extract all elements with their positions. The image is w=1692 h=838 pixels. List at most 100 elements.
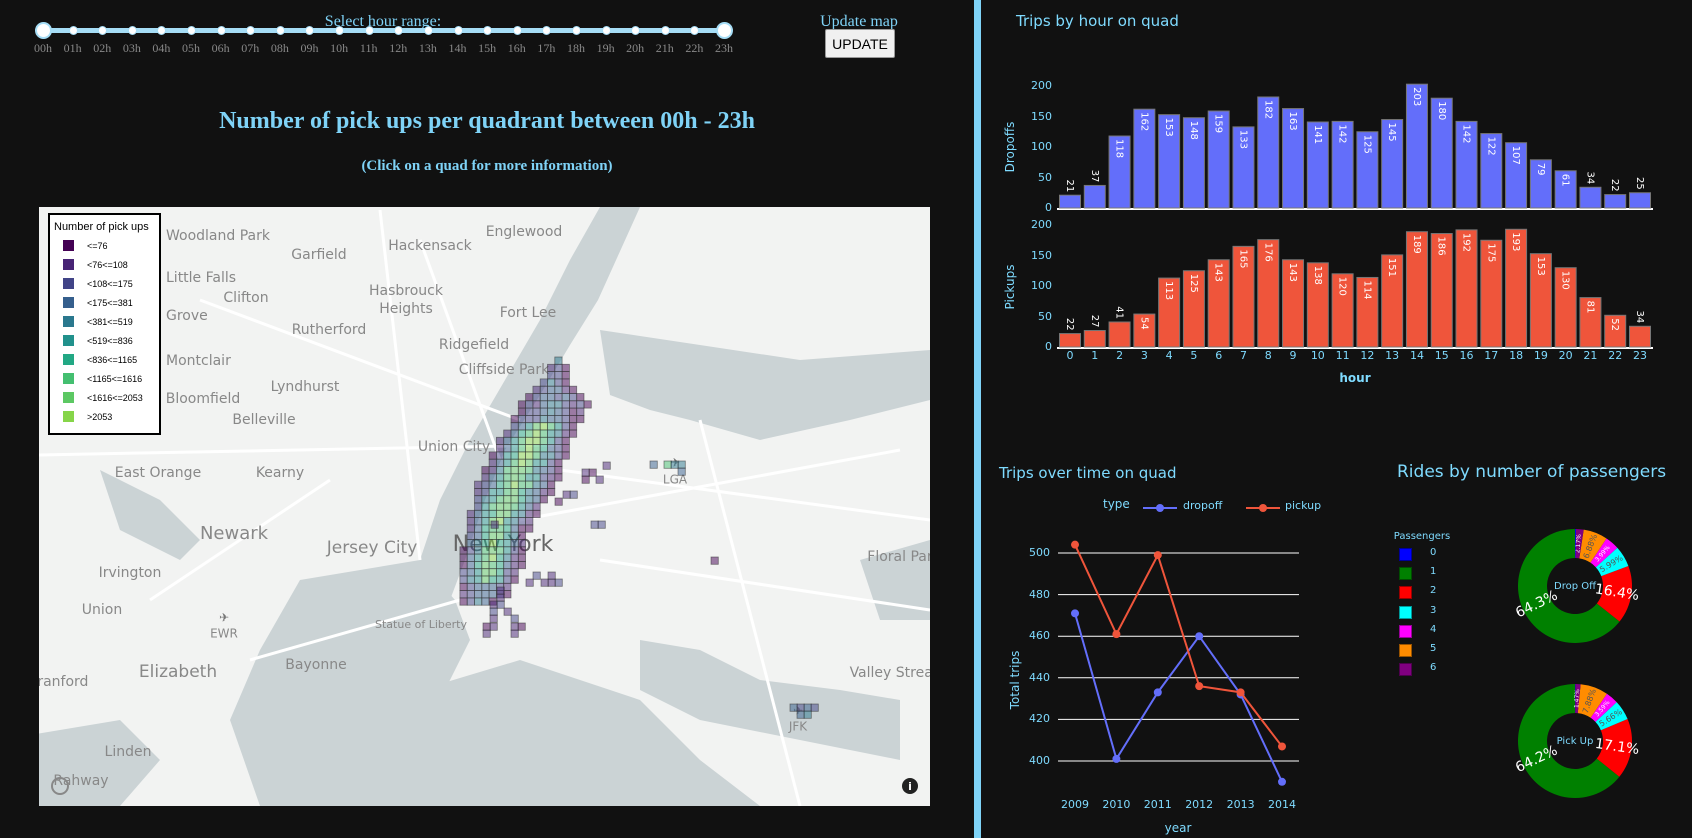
y-tick-label: 200 xyxy=(1031,79,1052,92)
passenger-label[interactable]: 6 xyxy=(1430,662,1437,674)
mapbox-logo-icon xyxy=(51,777,69,795)
quad[interactable] xyxy=(490,520,499,529)
legend-swatch xyxy=(63,411,74,422)
quad[interactable] xyxy=(597,520,606,529)
info-icon[interactable] xyxy=(902,778,918,794)
slider-handle[interactable] xyxy=(716,22,733,39)
passenger-label[interactable]: 0 xyxy=(1430,547,1437,558)
legend-swatch xyxy=(63,354,74,365)
passenger-label[interactable]: 5 xyxy=(1430,643,1437,654)
quad[interactable] xyxy=(569,490,578,499)
quad[interactable] xyxy=(554,497,563,506)
bar-value-label: 125 xyxy=(1188,274,1199,293)
quad[interactable] xyxy=(595,475,604,484)
quad[interactable] xyxy=(532,571,541,580)
quad[interactable] xyxy=(489,614,498,623)
passenger-label[interactable]: 4 xyxy=(1430,623,1437,635)
legend-pickup[interactable]: pickup xyxy=(1285,499,1322,512)
quad[interactable] xyxy=(503,607,512,616)
legend-title: Number of pick ups xyxy=(54,221,149,233)
quad[interactable] xyxy=(581,475,590,484)
place-label: Grove xyxy=(166,308,208,324)
quad[interactable] xyxy=(525,524,534,533)
quad[interactable] xyxy=(810,703,819,712)
quad[interactable] xyxy=(547,487,556,497)
quad[interactable] xyxy=(517,561,526,570)
quad[interactable] xyxy=(525,578,534,587)
bar-value-label: 130 xyxy=(1560,271,1571,290)
quad[interactable] xyxy=(554,473,563,482)
x-tick-label: 18 xyxy=(1509,349,1524,362)
passenger-label[interactable]: 2 xyxy=(1430,585,1437,597)
map-canvas[interactable]: Woodland Park Englewood Garfield Hackensack… xyxy=(39,207,930,806)
quad[interactable] xyxy=(510,614,519,623)
quad[interactable] xyxy=(517,622,526,631)
passenger-swatch[interactable] xyxy=(1399,624,1412,638)
quad[interactable] xyxy=(649,460,658,469)
legend-swatch xyxy=(63,316,74,327)
passenger-swatch[interactable] xyxy=(1399,548,1412,561)
place-label: Union xyxy=(82,602,122,618)
quad[interactable] xyxy=(710,556,719,565)
dropoff-point xyxy=(1195,632,1204,641)
legend-label: >2053 xyxy=(87,411,113,422)
x-tick-label: 19 xyxy=(1533,349,1548,362)
quad[interactable] xyxy=(489,622,498,631)
quad[interactable] xyxy=(803,710,812,719)
hour-axis-title: hour xyxy=(1339,371,1371,385)
quad[interactable] xyxy=(569,429,578,438)
place-label: Bloomfield xyxy=(166,391,240,407)
bar-value-label: 203 xyxy=(1411,87,1422,106)
bar xyxy=(1232,126,1255,209)
passenger-swatch[interactable] xyxy=(1399,586,1412,600)
quad[interactable] xyxy=(510,575,519,584)
legend-item: <1165<=1616 xyxy=(63,373,142,384)
line-chart-title: Trips over time on quad xyxy=(999,464,1177,482)
hour-tick-label: 22h xyxy=(685,41,704,55)
slider-dot xyxy=(127,26,137,35)
quad[interactable] xyxy=(510,629,519,638)
x-tick-label: 17 xyxy=(1484,349,1499,362)
quad[interactable] xyxy=(677,467,686,476)
quad[interactable] xyxy=(547,578,556,587)
water-area xyxy=(860,540,930,620)
bar-value-label: 21 xyxy=(1064,179,1075,192)
slider-handle[interactable] xyxy=(35,22,52,39)
bar-value-label: 175 xyxy=(1485,243,1496,262)
passenger-swatch[interactable] xyxy=(1399,663,1412,677)
bar-value-label: 142 xyxy=(1461,124,1472,143)
bar xyxy=(1182,270,1205,348)
water-area xyxy=(100,470,200,560)
bar xyxy=(1554,267,1577,348)
passenger-label[interactable]: 1 xyxy=(1430,566,1437,578)
legend-label: <1616<=2053 xyxy=(87,392,143,403)
quad[interactable] xyxy=(602,461,611,470)
quad[interactable] xyxy=(482,629,491,638)
hour-range-slider[interactable] xyxy=(43,28,724,33)
quad[interactable] xyxy=(588,468,597,477)
map[interactable]: Woodland Park Englewood Garfield Hackensack… xyxy=(39,207,930,806)
legend-label: <1165<=1616 xyxy=(87,373,143,384)
quad[interactable] xyxy=(576,414,585,424)
quad[interactable] xyxy=(539,495,548,504)
passenger-swatch[interactable] xyxy=(1399,605,1412,619)
y-tick-label: 0 xyxy=(1045,340,1052,353)
slider-dot xyxy=(542,26,552,35)
bar-value-label: 52 xyxy=(1609,318,1620,331)
bar xyxy=(1529,253,1552,348)
update-button[interactable]: UPDATE xyxy=(825,29,895,58)
bar-value-label: 189 xyxy=(1411,235,1422,254)
legend-item: <=76 xyxy=(63,240,108,251)
legend-dropoff[interactable]: dropoff xyxy=(1183,499,1223,512)
y-tick-label: 440 xyxy=(1029,670,1050,684)
quad[interactable] xyxy=(496,600,505,609)
passenger-swatch[interactable] xyxy=(1399,567,1412,581)
road xyxy=(418,239,502,461)
quad[interactable] xyxy=(561,451,570,460)
quad[interactable] xyxy=(583,400,592,409)
passenger-swatch[interactable] xyxy=(1399,644,1412,657)
slider-dot xyxy=(453,26,463,35)
passenger-label[interactable]: 3 xyxy=(1430,604,1437,616)
quad[interactable] xyxy=(532,509,541,518)
y-tick-label: 460 xyxy=(1029,629,1050,643)
